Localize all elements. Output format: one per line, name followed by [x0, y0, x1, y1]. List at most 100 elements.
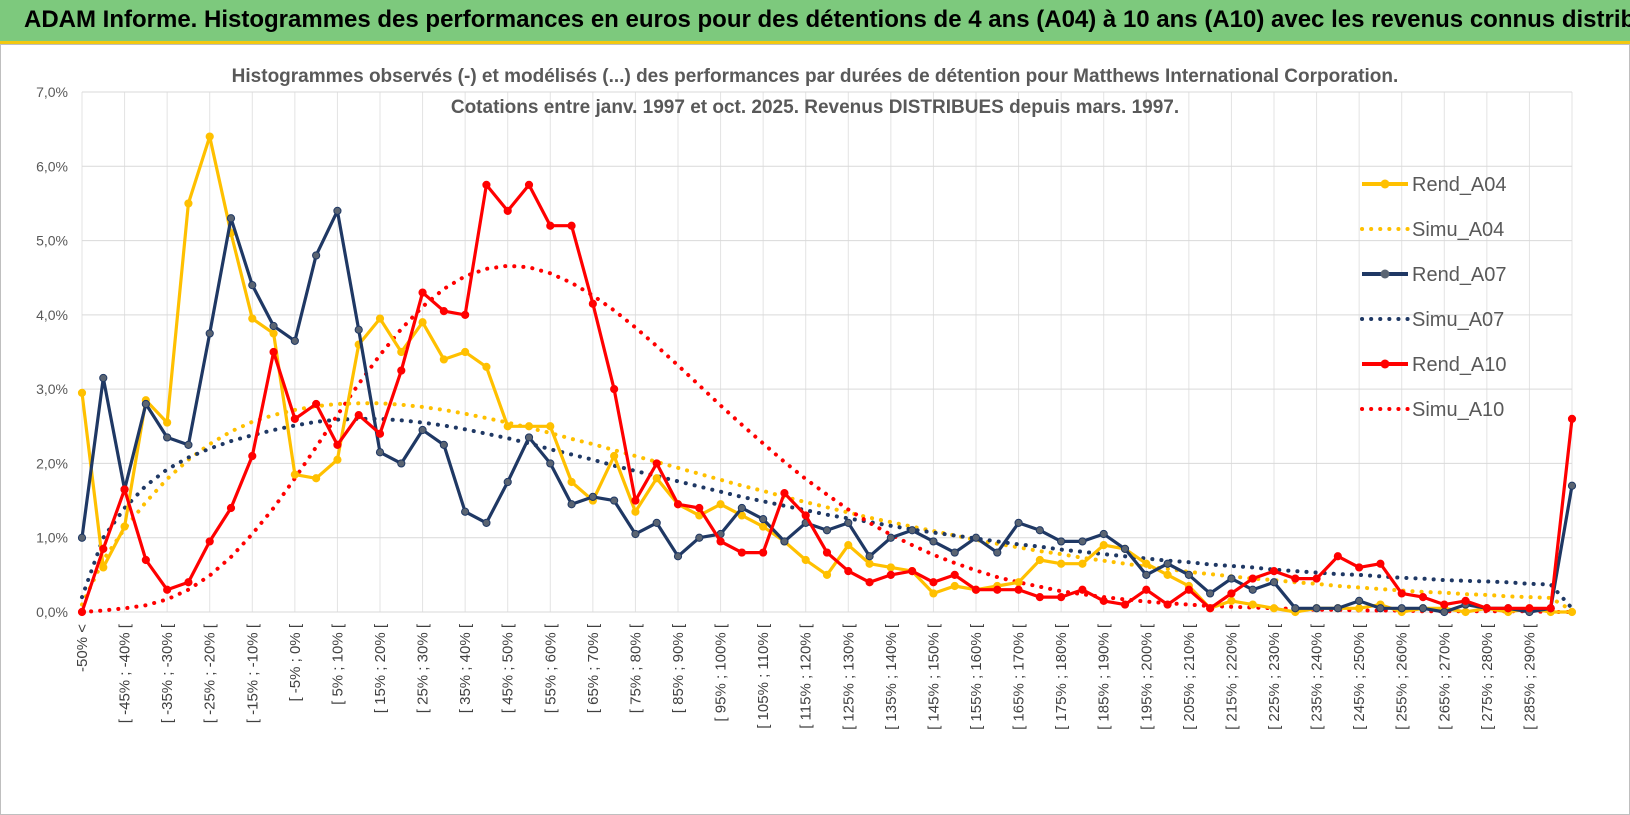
rend-a10-point	[1567, 414, 1577, 423]
rend-a07-point	[1035, 526, 1044, 535]
rend-a07-point	[141, 399, 150, 409]
rend-a04-point	[1248, 600, 1257, 609]
rend-a07-point	[652, 518, 661, 527]
rend-a07-point	[184, 440, 193, 449]
x-tick-label: [ 255% ; 260% [	[1394, 623, 1411, 730]
x-tick-label: [ 135% ; 140% [	[883, 623, 900, 730]
rend-a10-point	[652, 459, 661, 468]
rend-a10-point	[99, 544, 108, 553]
rend-a04-point	[716, 500, 725, 509]
rend-a10-point	[1120, 600, 1130, 609]
x-tick-label: [ 155% ; 160% [	[968, 623, 985, 730]
rend-a04-point	[269, 329, 278, 338]
rend-a07-point	[290, 336, 299, 345]
rend-a04-point	[77, 388, 87, 397]
rend-a07-point	[1291, 604, 1300, 613]
rend-a10-point	[1440, 600, 1449, 609]
rend-a04-point	[120, 522, 129, 531]
rend-a10-point	[971, 585, 981, 594]
rend-a07-point	[950, 548, 959, 557]
rend-a10-point	[312, 399, 321, 409]
rend-a10-point	[780, 489, 789, 498]
rend-a04-point	[397, 347, 406, 357]
gridlines	[81, 91, 1573, 613]
rend-a07-point	[1120, 544, 1130, 553]
rend-a07-point	[610, 496, 619, 505]
rend-a10-point	[1504, 604, 1513, 613]
rend-a10-point	[1206, 604, 1215, 613]
x-tick-label: [ 175% ; 180% [	[1053, 623, 1070, 730]
rend-a10-point	[1291, 574, 1300, 583]
y-tick-label: 5,0%	[36, 233, 68, 249]
rend-a10-point	[886, 570, 895, 579]
rend-a04-point	[248, 314, 257, 323]
rend-a04-point	[844, 541, 853, 550]
rend-a07-point	[1269, 578, 1279, 587]
x-tick-label: [ 95% ; 100% [	[713, 623, 730, 721]
chart-frame	[0, 44, 1630, 815]
rend-a07-point	[1418, 604, 1428, 613]
rend-a07-point	[631, 529, 640, 539]
rend-a04-point	[652, 474, 661, 483]
x-tick-label: [ 205% ; 210% [	[1181, 623, 1198, 730]
rend-a10-point	[333, 440, 342, 449]
rend-a10-point	[461, 310, 470, 319]
page-header: ADAM Informe. Histogrammes des performan…	[0, 0, 1630, 44]
rend-a07-point	[397, 459, 406, 468]
rend-a04-point	[524, 422, 534, 431]
legend: Rend_A04 Simu_A04 Rend_A07 Simu_A07 Rend_A10…	[1360, 174, 1507, 421]
rend-a10-point	[205, 537, 214, 546]
rend-a10-point	[439, 307, 448, 316]
rend-a10-point	[695, 503, 704, 513]
rend-a10-point	[226, 503, 236, 513]
rend-a10-point	[1184, 585, 1193, 594]
rend-a07-point	[567, 500, 576, 509]
rend-a10-point	[759, 548, 768, 557]
rend-a10-point	[631, 496, 640, 505]
rend-a10-point	[1163, 600, 1172, 609]
rend-a07-point	[439, 440, 448, 449]
rend-a10-point	[1078, 585, 1087, 594]
rend-a10-point	[1418, 593, 1428, 602]
rend-a07-point	[1184, 570, 1193, 579]
rend-a10-point	[716, 537, 725, 546]
rend-a07-point	[780, 537, 789, 546]
legend-label-rend-a10: Rend_A10	[1412, 354, 1507, 376]
rend-a07-point	[1163, 559, 1172, 568]
rend-a10-point	[546, 221, 555, 230]
rend-a04-point	[865, 559, 874, 568]
rend-a07-point	[737, 503, 746, 513]
chart-title-line1: Histogrammes observés (-) et modélisés (…	[232, 66, 1399, 87]
rend-a04-point	[546, 422, 555, 431]
rend-a07-point	[1333, 604, 1342, 613]
rend-a04-point	[312, 474, 321, 483]
rend-a10-point	[397, 366, 406, 375]
y-tick-label: 2,0%	[36, 455, 68, 471]
rend-a04-point	[1035, 555, 1044, 565]
x-tick-label: [ 285% ; 290% [	[1521, 623, 1538, 730]
rend-a07-point	[77, 533, 87, 542]
y-tick-label: 7,0%	[36, 84, 68, 100]
rend-a10-point	[801, 511, 810, 520]
rend-a10-point	[865, 578, 874, 587]
rend-a10-point	[610, 385, 619, 394]
x-tick-label: [ 5% ; 10% [	[329, 623, 346, 705]
x-tick-label: [ 35% ; 40% [	[457, 623, 474, 713]
rend-a10-point	[524, 180, 534, 189]
rend-a04-point	[1014, 578, 1023, 587]
rend-a07-point	[908, 526, 917, 535]
x-tick-label: [ 25% ; 30% [	[415, 623, 432, 713]
rend-a04-point	[482, 362, 491, 371]
rend-a10-point	[1269, 567, 1279, 576]
rend-a04-point	[567, 477, 576, 487]
rend-a10-point	[141, 555, 150, 565]
legend-label-simu-a04: Simu_A04	[1412, 219, 1504, 241]
rend-a04-point	[929, 589, 938, 598]
x-tick-label: [ 215% ; 220% [	[1223, 623, 1240, 730]
rend-a04-point	[184, 199, 193, 208]
x-tick-label: [ 245% ; 250% [	[1351, 623, 1368, 730]
rend-a07-point	[1567, 481, 1577, 490]
rend-a10-point	[1376, 559, 1385, 568]
rend-a07-point	[1312, 604, 1321, 613]
x-tick-label: [ 185% ; 190% [	[1096, 623, 1113, 730]
